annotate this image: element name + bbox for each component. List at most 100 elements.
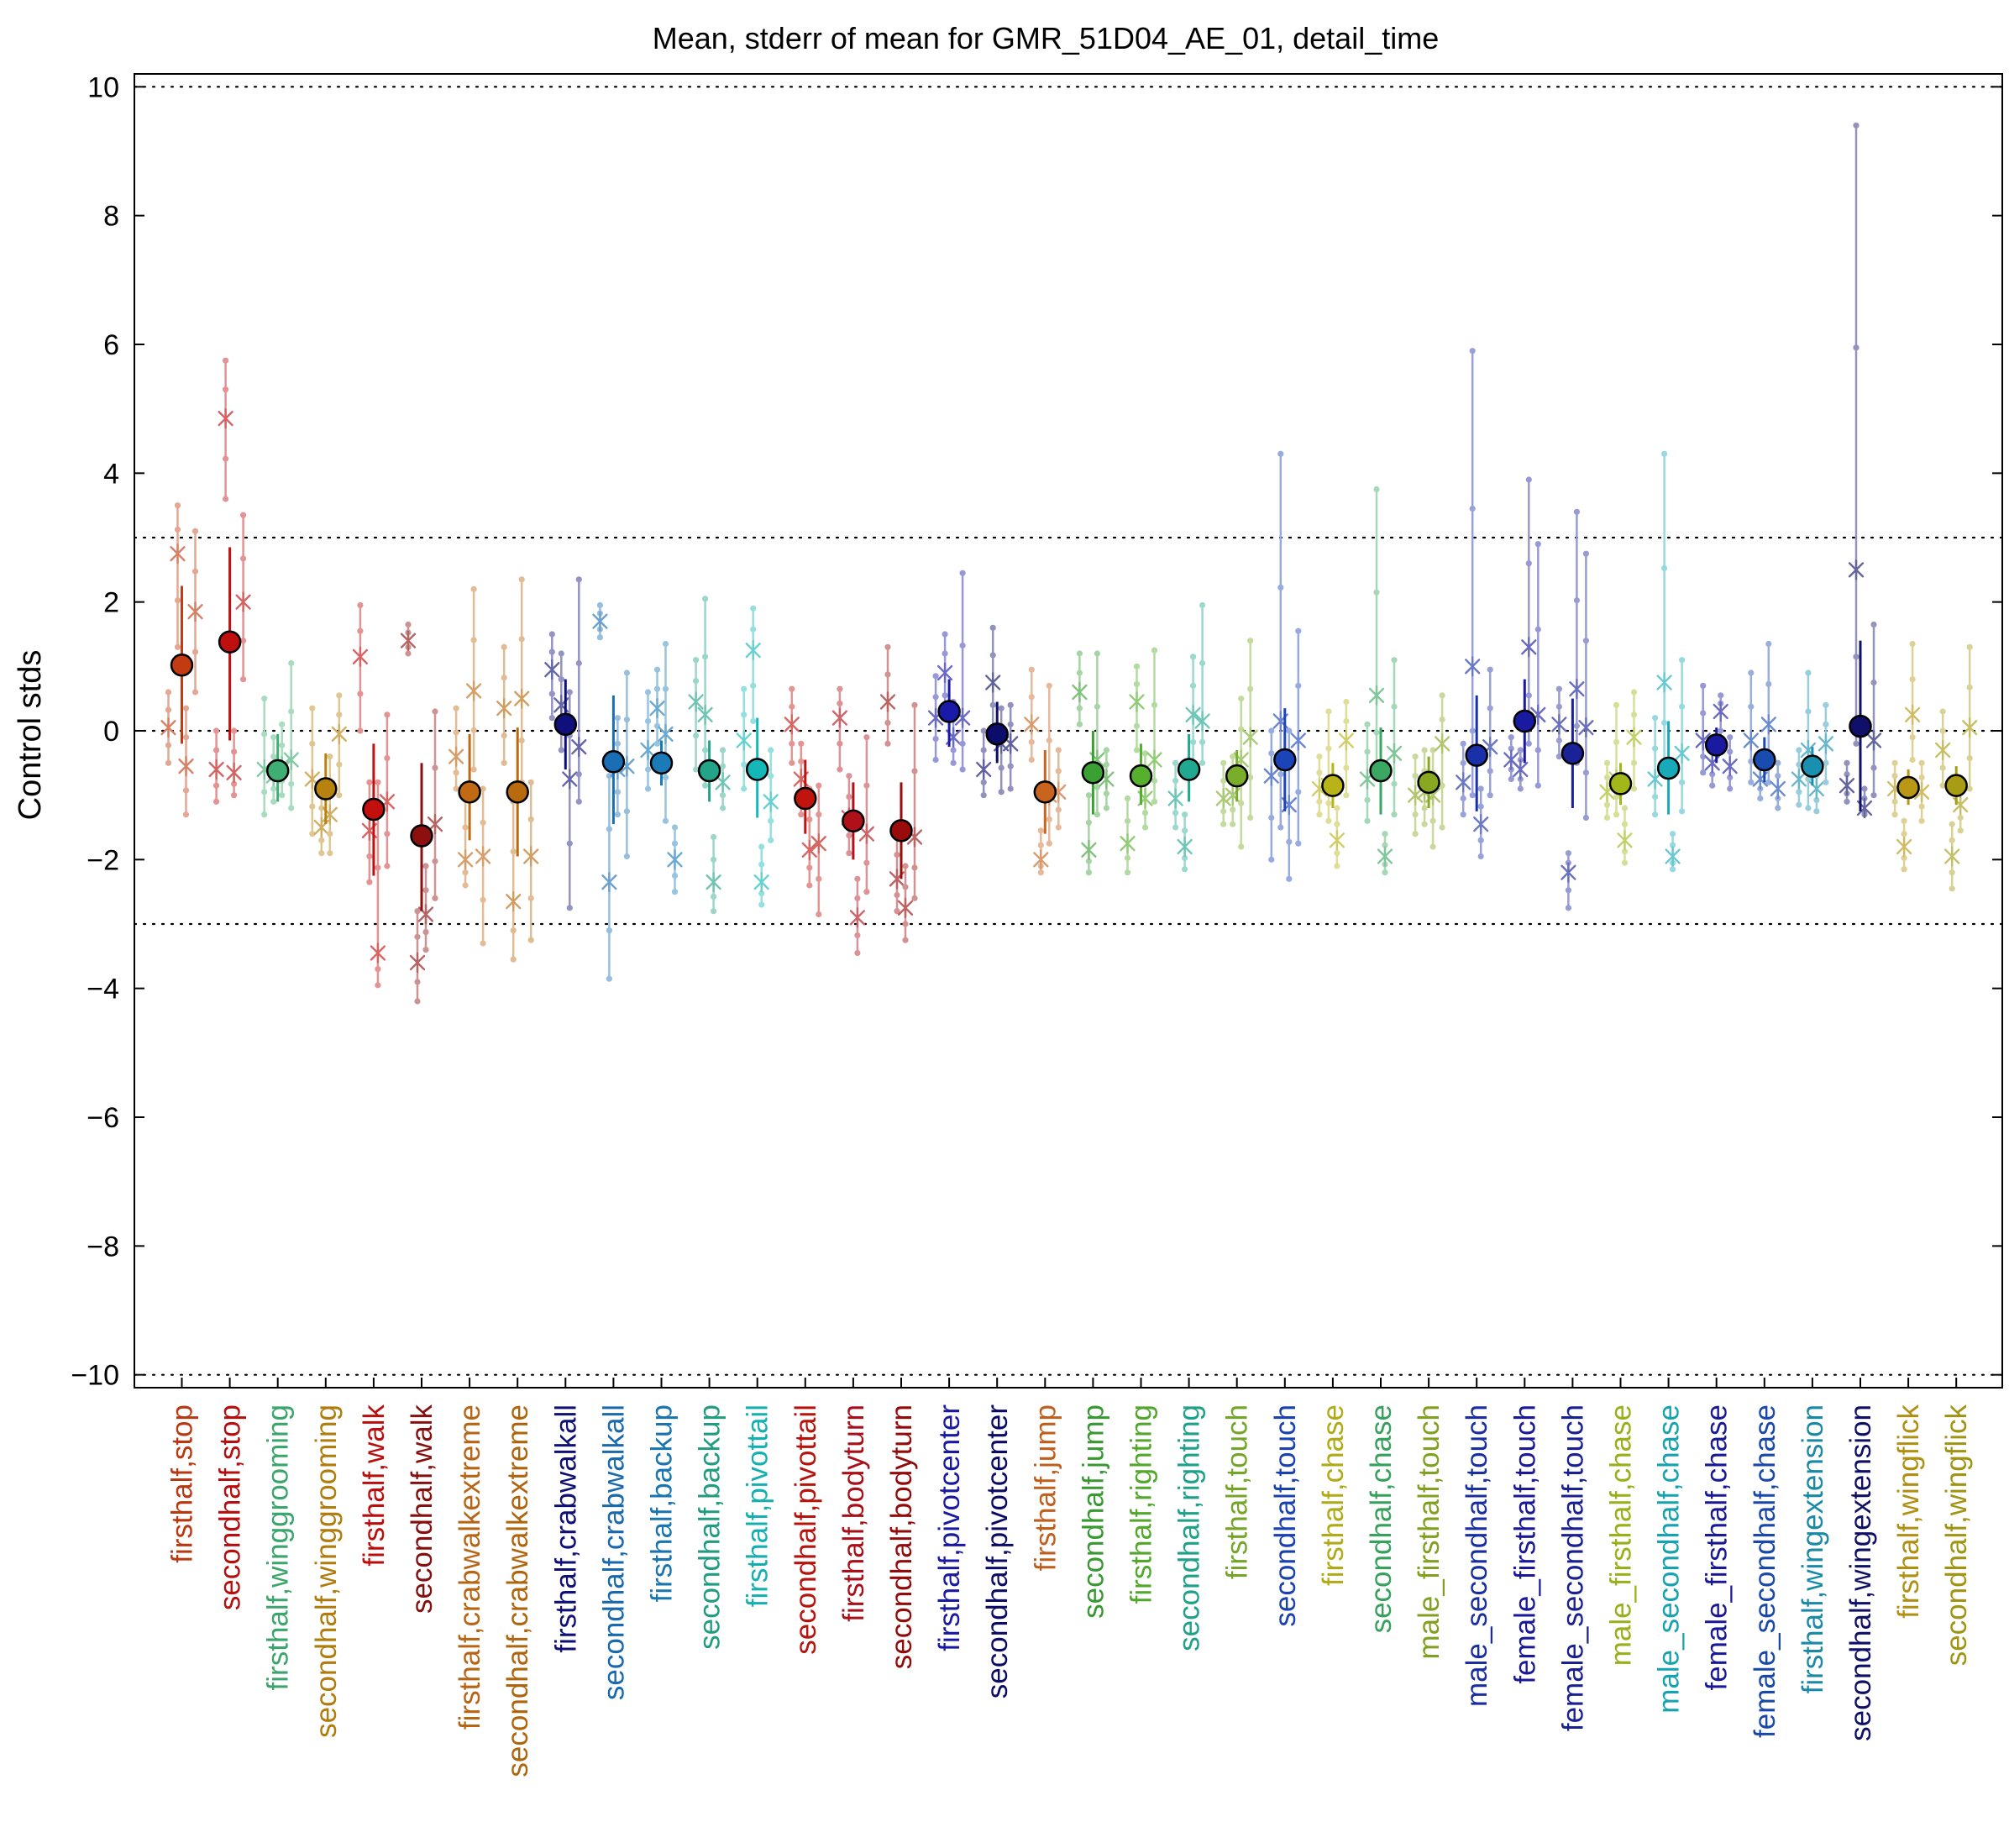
x-tick-label: female_firsthalf,chase — [1701, 1404, 1734, 1690]
sample-point — [911, 864, 918, 871]
sample-point — [414, 998, 421, 1005]
sample-point — [1247, 774, 1254, 781]
sample-point — [854, 949, 861, 957]
sample-point — [789, 685, 795, 692]
sample-point — [1076, 705, 1083, 711]
mean-point — [1753, 748, 1776, 772]
chart-title: Mean, stderr of mean for GMR_51D04_AE_01… — [653, 21, 1439, 55]
sample-point — [548, 690, 555, 697]
sample-point — [758, 890, 765, 897]
sample-mean-marker — [753, 871, 769, 893]
sample-mean-marker — [1578, 717, 1594, 738]
sample-point — [1853, 122, 1860, 129]
sample-point — [1172, 759, 1179, 766]
sample-point — [470, 727, 477, 733]
sample-point — [357, 727, 364, 734]
sample-point — [366, 779, 373, 785]
sample-point — [1141, 750, 1149, 757]
sample-point — [1220, 821, 1227, 827]
sample-point — [1238, 843, 1245, 850]
sample-point — [1805, 708, 1812, 715]
sample-point — [1268, 727, 1275, 734]
sample-point — [1901, 831, 1907, 837]
sample-mean-marker — [160, 717, 176, 738]
sample-point — [1525, 692, 1532, 699]
sample-point — [1343, 792, 1350, 799]
sample-point — [1853, 740, 1860, 747]
sample-point — [837, 766, 843, 773]
sample-point — [1709, 771, 1716, 778]
sample-point — [911, 701, 918, 708]
sample-point — [644, 717, 652, 725]
sample-point — [846, 832, 852, 839]
sample-point — [720, 747, 726, 753]
sample-point — [789, 740, 795, 747]
axes-frame — [134, 73, 2003, 1389]
sample-point — [231, 780, 238, 787]
y-tick-label: −6 — [87, 1102, 119, 1134]
sample-point — [575, 576, 582, 583]
sample-mean-marker — [1456, 772, 1471, 793]
sample-mean-marker — [1626, 727, 1642, 748]
x-tick-label: male_secondhalf,chase — [1653, 1404, 1686, 1714]
sample-point — [213, 782, 220, 789]
sample-point — [789, 703, 795, 710]
sample-point — [950, 747, 957, 753]
x-tick-label: secondhalf,crabwalkextreme — [501, 1404, 534, 1777]
sample-mean-marker — [697, 704, 713, 726]
sample-mean-marker — [571, 736, 587, 758]
sample-point — [575, 771, 582, 778]
category-group — [1695, 682, 1738, 792]
sample-point — [462, 824, 469, 831]
y-tick-label: −8 — [87, 1231, 119, 1263]
sample-point — [470, 637, 477, 643]
sample-mean-marker — [208, 759, 224, 780]
sample-mean-marker — [1561, 862, 1576, 883]
sample-mean-marker — [178, 755, 194, 777]
sample-point — [768, 817, 774, 824]
sample-point — [1909, 734, 1916, 741]
sample-point — [653, 666, 661, 673]
sample-mean-marker — [1081, 839, 1097, 861]
sample-point — [288, 805, 295, 811]
x-tick-label: secondhalf,stop — [214, 1404, 247, 1610]
sample-point — [1670, 866, 1676, 873]
sample-point — [863, 859, 870, 866]
sample-point — [1055, 824, 1062, 831]
sample-point — [998, 764, 1004, 771]
sample-point — [1286, 727, 1293, 734]
sample-point — [1412, 773, 1419, 780]
sample-point — [1700, 682, 1707, 689]
sample-point — [174, 526, 181, 533]
mean-point — [745, 758, 769, 781]
sample-point — [1670, 842, 1676, 848]
sample-point — [1661, 564, 1668, 572]
category-group — [1456, 348, 1498, 860]
sample-point — [1382, 831, 1388, 837]
mean-point — [697, 759, 721, 783]
sample-mean-marker — [1215, 788, 1231, 809]
sample-point — [1891, 811, 1898, 818]
sample-point — [1046, 816, 1052, 823]
sample-point — [863, 734, 870, 741]
sample-point — [518, 737, 525, 744]
sample-mean-marker — [1848, 559, 1865, 580]
sample-point — [501, 759, 507, 766]
sample-point — [1373, 589, 1380, 596]
sample-point — [309, 831, 316, 837]
sample-point — [768, 837, 774, 843]
sample-point — [1469, 348, 1476, 354]
sample-point — [837, 700, 843, 707]
category-group — [1503, 476, 1546, 792]
sample-point — [1103, 805, 1109, 811]
sample-point — [1813, 796, 1820, 804]
sample-point — [942, 650, 948, 657]
sample-point — [1630, 689, 1638, 696]
category-group — [1167, 601, 1210, 873]
sample-point — [462, 869, 469, 876]
sample-point — [671, 824, 679, 831]
sample-point — [1295, 789, 1302, 795]
sample-mean-marker — [897, 897, 914, 919]
sample-point — [1565, 850, 1571, 857]
sample-point — [1277, 584, 1284, 591]
